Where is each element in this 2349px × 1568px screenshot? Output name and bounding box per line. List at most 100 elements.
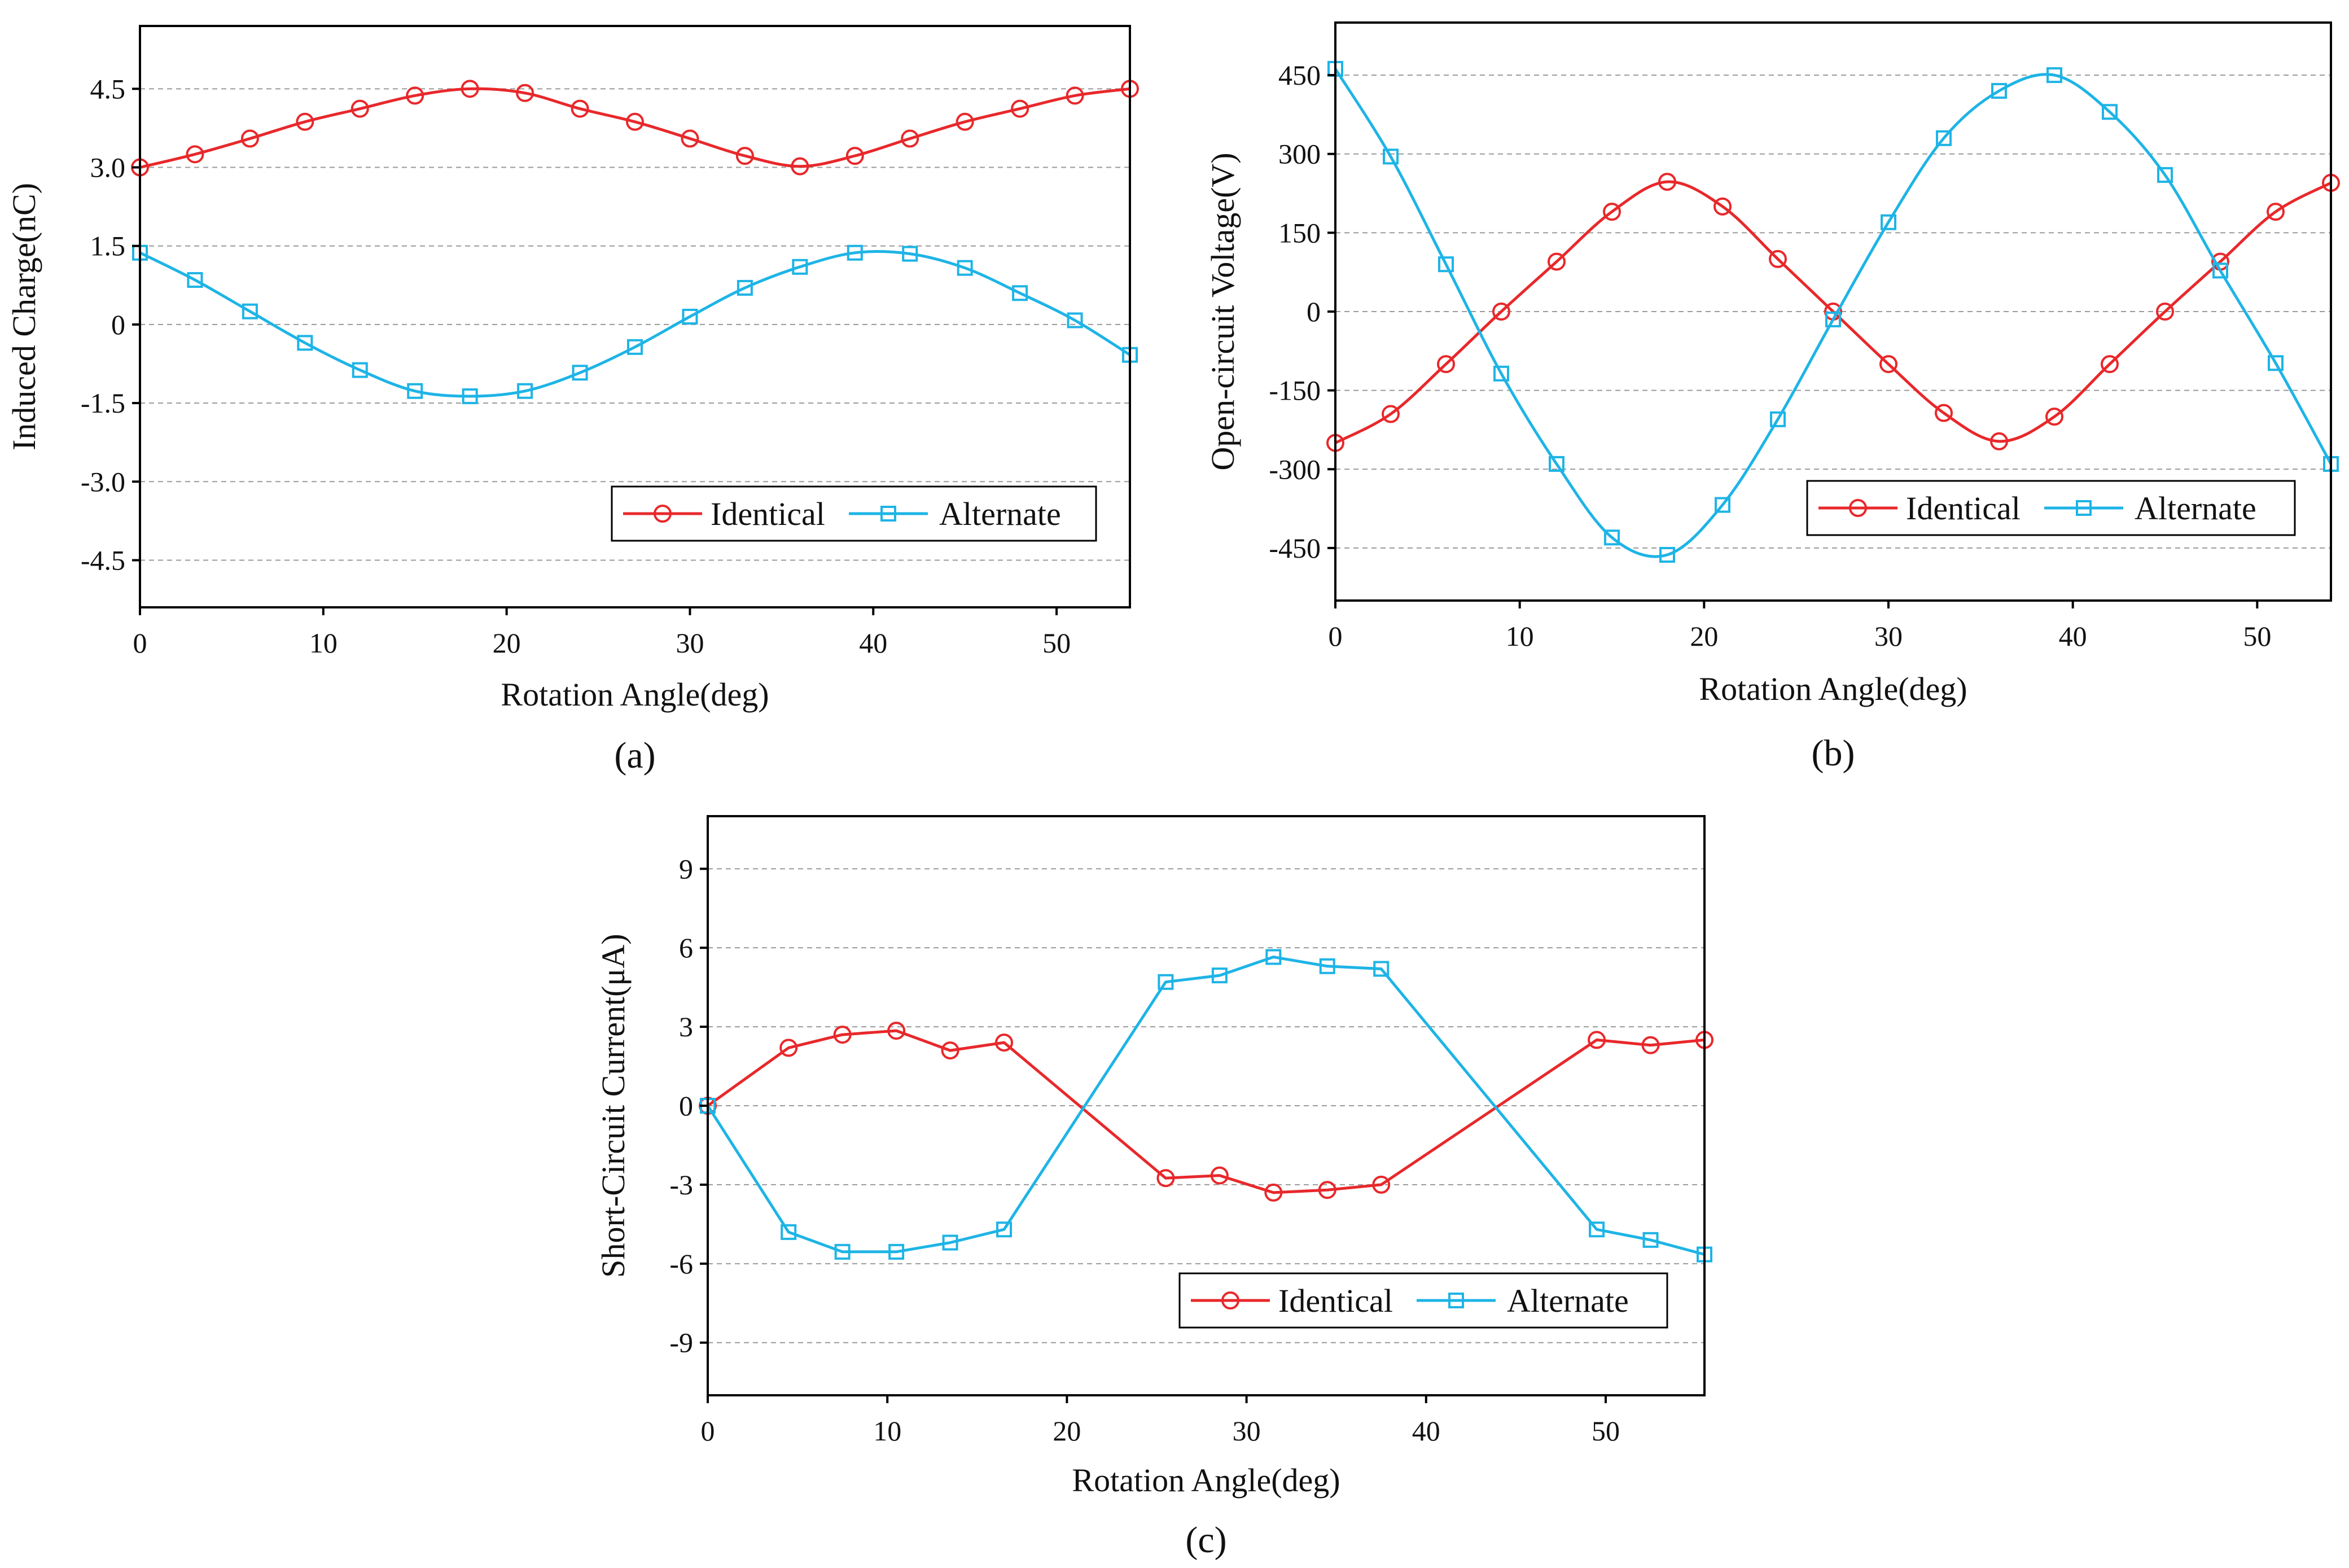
data-point-alternate: [1642, 1232, 1659, 1248]
data-point-identical: [571, 99, 589, 118]
y-axis-label: Induced Charge(nC): [6, 183, 42, 450]
data-point-alternate: [1012, 285, 1028, 301]
data-point-alternate: [462, 388, 478, 405]
data-point-alternate: [517, 383, 533, 399]
grid-lines: [140, 88, 1130, 561]
data-point-identical: [626, 112, 644, 131]
data-point-alternate: [1438, 256, 1454, 273]
data-point-identical: [941, 1041, 959, 1060]
x-axis-ticks: 0 10 20 30 40 50: [701, 1395, 1620, 1447]
y-tick-label: 6: [679, 932, 693, 963]
legend-identical-marker: [654, 505, 672, 523]
data-point-identical: [516, 84, 534, 102]
data-point-identical: [1603, 203, 1621, 221]
legend-alternate-label: Alternate: [1507, 1282, 1629, 1319]
data-point-identical: [901, 129, 919, 148]
data-point-alternate: [1493, 365, 1509, 382]
data-point-alternate: [1604, 529, 1620, 546]
data-point-alternate: [1211, 967, 1228, 984]
data-point-alternate: [942, 1234, 958, 1251]
legend-alternate-label: Alternate: [939, 496, 1061, 532]
data-point-identical: [1658, 173, 1676, 191]
x-tick-label: 50: [1042, 627, 1071, 659]
panel-b-open-circuit-voltage: 0 10 20 30 40 50 450 300 150 0 -150 -300 -450 Rotat…: [1204, 21, 2340, 774]
data-point-identical: [240, 129, 259, 148]
data-point-identical: [350, 99, 369, 118]
y-tick-label: -450: [1269, 532, 1321, 564]
data-point-alternate: [352, 362, 368, 378]
y-tick-label: -6: [669, 1248, 693, 1280]
data-point-identical: [1318, 1181, 1336, 1199]
data-point-alternate: [888, 1243, 905, 1260]
data-point-identical: [845, 147, 864, 165]
data-point-alternate: [834, 1243, 851, 1260]
data-point-identical: [1372, 1175, 1391, 1194]
y-tick-label: 3: [679, 1011, 693, 1043]
data-point-identical: [2267, 203, 2285, 221]
y-tick-label: -150: [1269, 375, 1321, 406]
y-tick-label: 3.0: [90, 152, 126, 183]
data-point-alternate: [1158, 974, 1174, 990]
plot-frame: [139, 25, 1131, 608]
data-point-alternate: [187, 272, 203, 288]
x-tick-label: 0: [133, 627, 147, 659]
x-axis-label: Rotation Angle(deg): [1699, 671, 1967, 707]
data-point-identical: [833, 1026, 852, 1044]
panel-label: (c): [1185, 1519, 1226, 1561]
legend-identical-label: Identical: [711, 496, 825, 532]
y-axis-label: Open-circuit Voltage(V): [1204, 152, 1241, 470]
data-point-alternate: [781, 1224, 797, 1240]
data-point-alternate: [1825, 311, 1841, 327]
y-tick-label: 150: [1278, 217, 1321, 248]
data-point-identical: [1548, 252, 1566, 271]
data-point-alternate: [1383, 148, 1399, 165]
data-point-alternate: [1067, 312, 1083, 329]
data-point-identical: [1588, 1031, 1606, 1049]
data-point-alternate: [1770, 411, 1786, 427]
data-point-alternate: [1659, 547, 1675, 563]
legend-alternate-marker: [2076, 500, 2092, 516]
data-point-identical: [887, 1022, 906, 1040]
legend-identical-label: Identical: [1906, 490, 2021, 527]
x-axis-ticks: 0 10 20 30 40 50: [133, 607, 1071, 659]
data-point-alternate: [242, 303, 258, 319]
y-tick-label: -1.5: [81, 387, 125, 419]
x-tick-label: 40: [859, 627, 887, 659]
data-point-identical: [1990, 432, 2008, 450]
series-line-alternate: [1334, 68, 2333, 558]
data-point-identical: [735, 147, 754, 165]
data-point-alternate: [2102, 104, 2118, 120]
y-tick-label: -300: [1269, 453, 1321, 485]
data-point-alternate: [1881, 214, 1896, 230]
y-axis-ticks: 9 6 3 0 -3 -6 -9: [669, 853, 708, 1359]
x-tick-label: 0: [701, 1415, 715, 1447]
x-tick-label: 40: [2059, 620, 2087, 652]
x-tick-label: 30: [676, 627, 704, 659]
data-point-identical: [1066, 86, 1084, 105]
data-point-identical: [1210, 1166, 1229, 1185]
x-tick-label: 10: [873, 1415, 901, 1447]
data-point-identical: [1382, 405, 1400, 423]
data-point-alternate: [1936, 130, 1952, 146]
data-series: [131, 80, 1139, 405]
x-axis-label: Rotation Angle(deg): [501, 676, 769, 713]
data-point-alternate: [1991, 83, 2007, 99]
x-tick-label: 0: [1329, 620, 1343, 652]
x-tick-label: 20: [1690, 620, 1718, 652]
data-point-alternate: [957, 260, 973, 276]
legend-identical-label: Identical: [1278, 1282, 1393, 1319]
data-point-identical: [1492, 303, 1510, 321]
y-tick-label: -9: [669, 1327, 693, 1359]
data-point-identical: [1264, 1183, 1283, 1202]
data-point-alternate: [2268, 355, 2284, 371]
data-point-identical: [2045, 408, 2063, 426]
data-point-identical: [186, 145, 204, 164]
x-axis-ticks: 0 10 20 30 40 50: [1329, 601, 2271, 652]
legend: Identical Alternate: [1178, 1272, 1668, 1329]
data-point-identical: [791, 157, 809, 176]
x-tick-label: 10: [1506, 620, 1534, 652]
panel-label: (a): [614, 735, 655, 776]
x-tick-label: 40: [1412, 1415, 1440, 1447]
series-line-identical: [139, 87, 1130, 169]
